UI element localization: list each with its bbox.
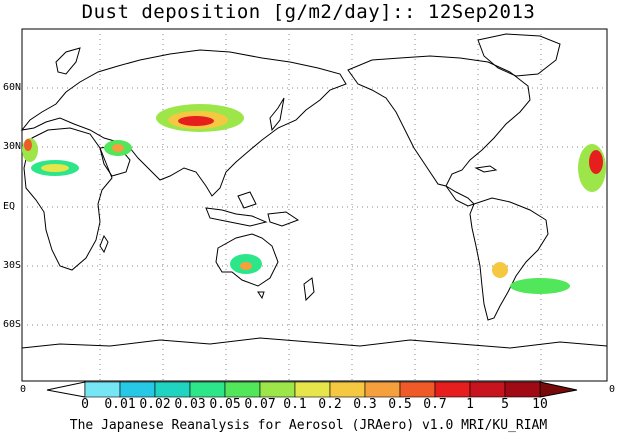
colorbar-swatch	[224, 381, 261, 398]
map-frame	[21, 28, 608, 382]
coastlines	[20, 33, 608, 349]
map-title: Dust deposition [g/m2/day]:: 12Sep2013	[81, 1, 536, 23]
footer-credit: The Japanese Reanalysis for Aerosol (JRA…	[69, 418, 548, 433]
colorbar-label: 0.07	[244, 397, 276, 412]
colorbar-label: 0.5	[388, 397, 412, 412]
colorbar-swatch	[189, 381, 226, 398]
colorbar-label: 0.7	[423, 397, 447, 412]
colorbar-upper-triangle	[539, 381, 578, 398]
colorbar-swatch	[119, 381, 156, 398]
colorbar-swatch	[329, 381, 366, 398]
colorbar-lower-triangle	[46, 381, 86, 398]
colorbar-label: 10	[532, 397, 548, 412]
colorbar-label: 0.05	[209, 397, 241, 412]
colorbar-swatch	[259, 381, 296, 398]
colorbar-label: 1	[466, 397, 474, 412]
colorbar-label: 0.02	[139, 397, 171, 412]
colorbar-swatch	[294, 381, 331, 398]
colorbar-swatch	[469, 381, 506, 398]
colorbar-label: 0.03	[174, 397, 206, 412]
colorbar-label: 0.01	[104, 397, 136, 412]
lat-label-60n: 60N	[3, 82, 22, 93]
colorbar-swatch	[154, 381, 191, 398]
colorbar-right-end-label: 0	[609, 384, 616, 395]
colorbar-label: 0.2	[318, 397, 342, 412]
colorbar-label: 0.3	[353, 397, 377, 412]
lat-label-60s: 60S	[3, 319, 22, 330]
lat-label-30n: 30N	[3, 141, 22, 152]
lat-label-30s: 30S	[3, 260, 22, 271]
colorbar-swatch	[504, 381, 541, 398]
lat-label-eq: EQ	[3, 201, 16, 212]
colorbar-left-end-label: 0	[20, 384, 27, 395]
colorbar-label: 0.1	[283, 397, 307, 412]
grid-lines	[22, 29, 607, 381]
dust-fields	[22, 104, 606, 294]
colorbar-swatch	[84, 381, 121, 398]
colorbar-label: 5	[501, 397, 509, 412]
colorbar-swatch	[364, 381, 401, 398]
colorbar-swatch	[399, 381, 436, 398]
colorbar-swatch	[434, 381, 471, 398]
colorbar-label: 0	[81, 397, 89, 412]
